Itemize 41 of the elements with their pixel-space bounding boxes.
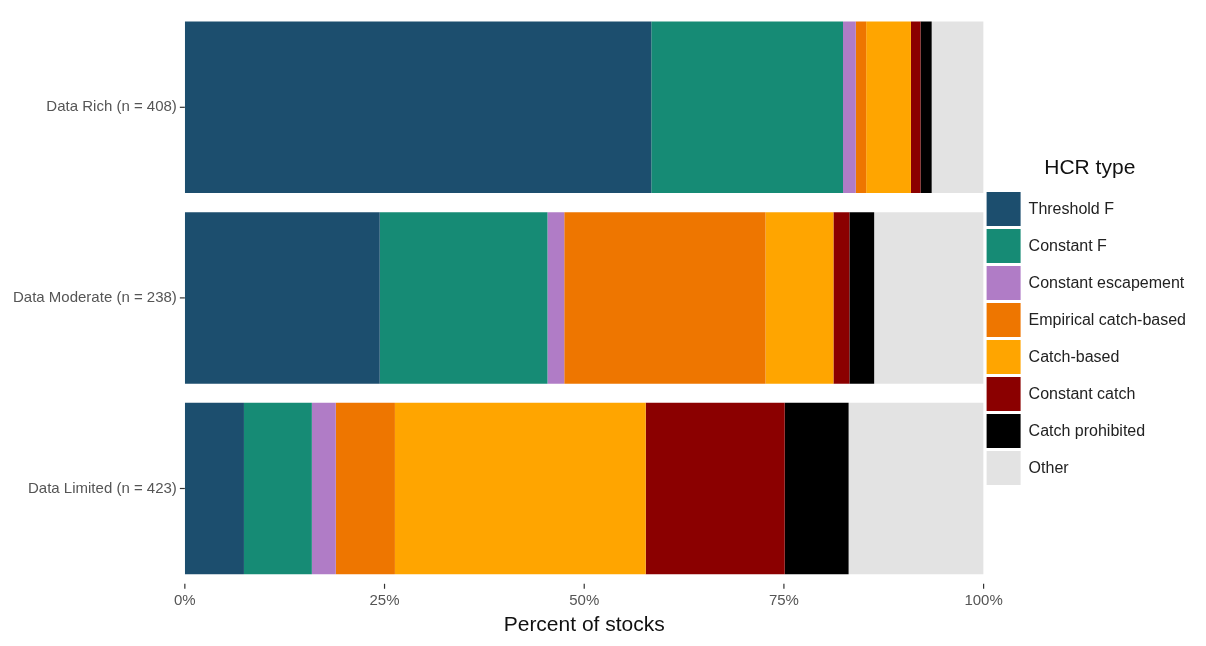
legend-label: Catch-based <box>1028 347 1120 365</box>
bar <box>335 402 395 575</box>
bar <box>564 212 766 384</box>
bar <box>184 21 652 194</box>
x-tick-label: 50% <box>569 590 600 608</box>
bar <box>651 21 844 194</box>
legend-title: HCR type <box>1044 155 1136 179</box>
legend-label: Other <box>1028 458 1070 476</box>
x-tick-label: 0% <box>174 590 196 608</box>
legend-label: Constant catch <box>1028 384 1136 402</box>
bar <box>784 402 849 575</box>
x-axis-title: Percent of stocks <box>503 612 665 636</box>
bar <box>547 212 565 384</box>
bar <box>874 212 984 384</box>
bar <box>833 212 850 384</box>
y-tick-label: Data Limited (n = 423) <box>28 478 177 496</box>
x-tick-label: 100% <box>964 590 1003 608</box>
bar <box>184 212 380 384</box>
bar <box>931 21 984 194</box>
bar <box>920 21 932 194</box>
bar <box>843 21 856 194</box>
y-tick-label: Data Rich (n = 408) <box>46 97 177 115</box>
bar <box>184 402 244 575</box>
x-tick-label: 25% <box>369 590 400 608</box>
bar <box>855 21 867 194</box>
bar <box>311 402 336 575</box>
bar <box>910 21 921 194</box>
legend-label: Catch prohibited <box>1028 421 1146 439</box>
bar <box>765 212 834 384</box>
bar <box>645 402 785 575</box>
bar <box>394 402 646 575</box>
bar <box>243 402 312 575</box>
x-tick-label: 75% <box>768 590 799 608</box>
legend-label: Constant escapement <box>1028 273 1185 291</box>
legend-label: Constant F <box>1028 236 1108 254</box>
bar <box>866 21 911 194</box>
legend-label: Threshold F <box>1028 199 1115 217</box>
y-tick-label: Data Moderate (n = 238) <box>13 288 177 306</box>
legend-label: Empirical catch-based <box>1028 310 1187 328</box>
bar <box>379 212 548 384</box>
bar <box>849 212 875 384</box>
